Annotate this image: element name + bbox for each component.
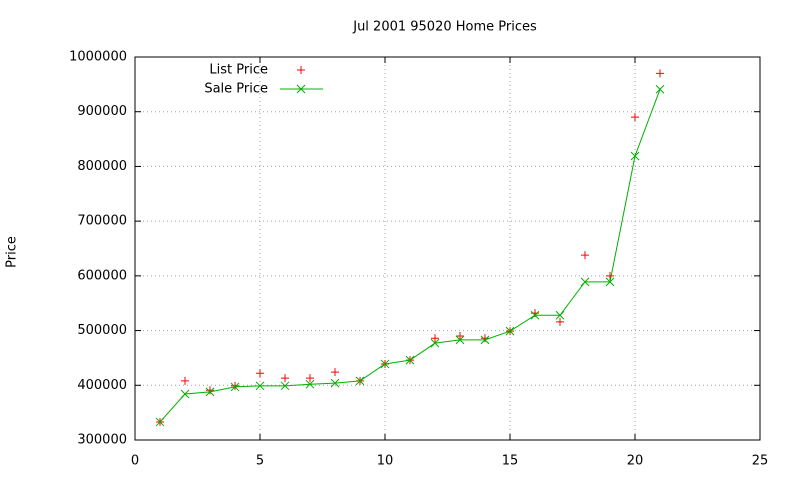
data-point (181, 376, 189, 385)
data-point (231, 381, 239, 390)
data-point (205, 387, 215, 397)
data-point (581, 251, 589, 260)
data-point (280, 381, 290, 391)
data-point (230, 382, 240, 392)
x-tick-label: 5 (256, 454, 264, 469)
data-point (256, 369, 264, 378)
data-point (655, 84, 665, 94)
y-tick-label: 500000 (77, 323, 127, 338)
data-point (281, 374, 289, 383)
data-point (480, 335, 490, 345)
data-point (530, 310, 540, 320)
data-point (405, 355, 415, 365)
data-point (455, 335, 465, 345)
plot-frame (134, 56, 761, 441)
y-axis-label: Price (5, 236, 20, 268)
y-tick-label: 1000000 (69, 50, 127, 65)
data-point (556, 317, 564, 326)
data-point (306, 374, 314, 383)
data-point (630, 151, 640, 161)
legend-marker (297, 66, 305, 74)
data-point (380, 359, 390, 369)
y-tick-label: 400000 (77, 378, 127, 393)
x-tick-label: 0 (131, 454, 139, 469)
data-point (305, 379, 315, 389)
data-point (180, 389, 190, 399)
data-point (330, 378, 340, 388)
data-point (505, 326, 515, 336)
data-point (656, 69, 664, 78)
legend-label: List Price (209, 63, 268, 78)
y-tick-label: 300000 (77, 433, 127, 448)
data-point (481, 334, 489, 343)
legend-marker (296, 84, 306, 94)
data-point (431, 334, 439, 343)
data-point (355, 376, 365, 386)
legend-label: Sale Price (204, 82, 268, 97)
x-tick-label: 25 (752, 454, 769, 469)
data-point (605, 277, 615, 287)
data-point (606, 271, 614, 280)
data-point (580, 277, 590, 287)
data-point (456, 332, 464, 341)
y-tick-label: 800000 (77, 159, 127, 174)
chart-title: Jul 2001 95020 Home Prices (352, 20, 537, 35)
data-point (555, 310, 565, 320)
data-point (255, 381, 265, 391)
data-point (206, 386, 214, 395)
x-tick-label: 20 (627, 454, 644, 469)
y-tick-label: 600000 (77, 268, 127, 283)
y-tick-label: 900000 (77, 104, 127, 119)
y-tick-label: 700000 (77, 214, 127, 229)
data-point (430, 338, 440, 348)
data-point (631, 113, 639, 122)
x-tick-label: 15 (502, 454, 519, 469)
data-point (155, 417, 165, 427)
data-point (331, 368, 339, 377)
x-tick-label: 10 (377, 454, 394, 469)
